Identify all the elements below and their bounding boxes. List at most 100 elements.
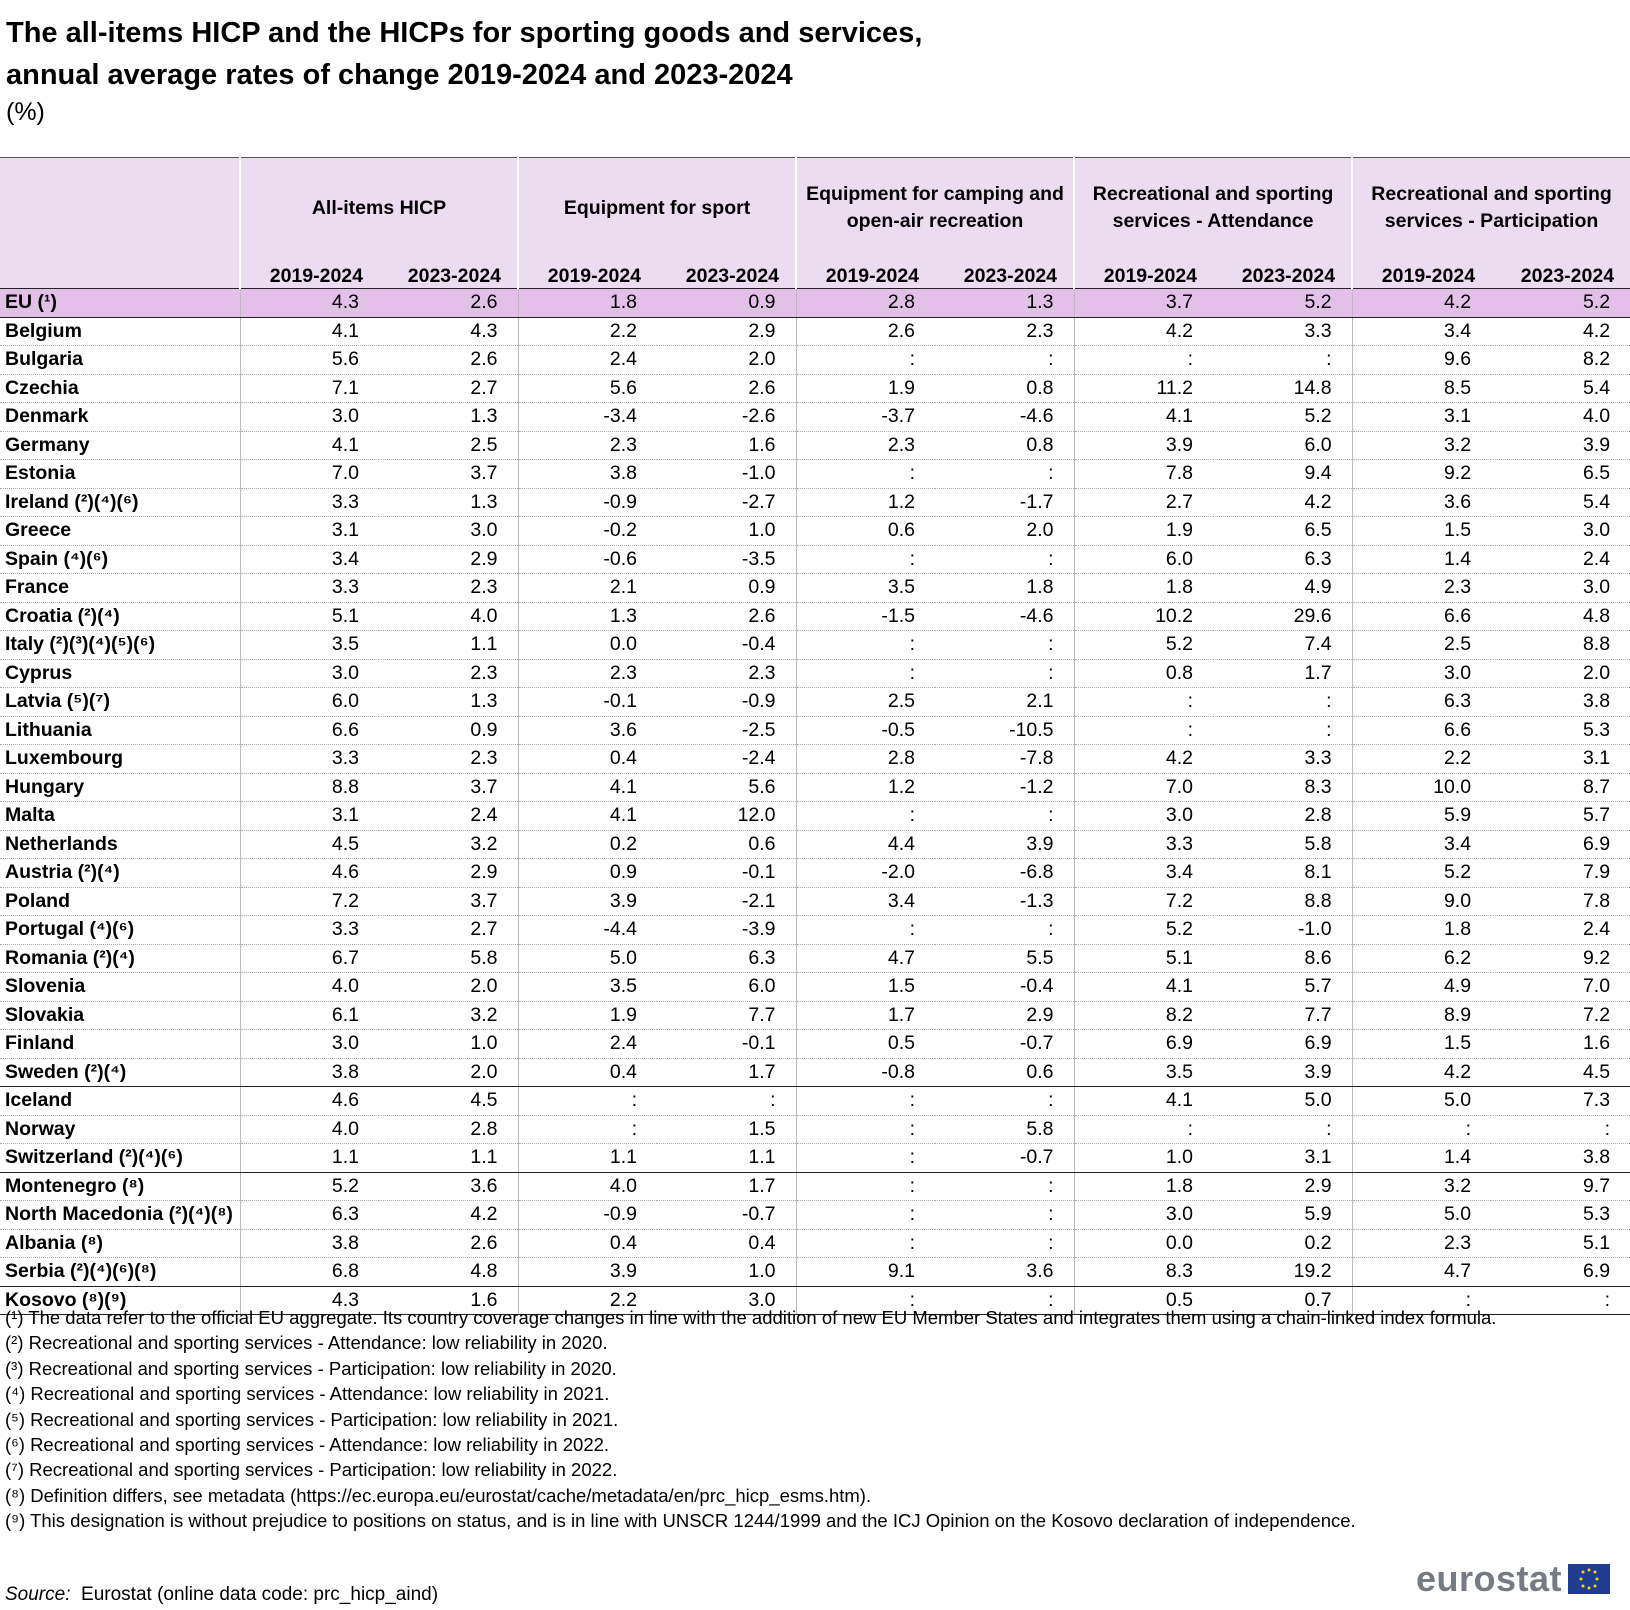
cell-value: 0.5 (1073, 1286, 1214, 1315)
cell-value: 3.6 (517, 716, 658, 745)
cell-value: 2.8 (1213, 801, 1353, 831)
cell-value: 2.4 (517, 1029, 658, 1059)
table-row: France 3.3 2.3 2.1 0.9 3.5 1.8 1.8 4.9 2.3 3.0 (0, 573, 1630, 603)
cell-value: 5.2 (1073, 630, 1214, 660)
cell-value: : (795, 1086, 936, 1116)
cell-value: -0.4 (935, 972, 1075, 1002)
cell-value: 2.5 (795, 687, 936, 717)
cell-value: : (795, 545, 936, 574)
cell-value: 2.6 (657, 374, 797, 403)
cell-value: 1.3 (517, 602, 658, 631)
cell-value: : (1213, 345, 1353, 375)
cell-value: 1.1 (657, 1143, 797, 1173)
cell-value: 1.8 (935, 573, 1075, 603)
row-label: North Macedonia (²)(⁴)(⁸) (0, 1200, 240, 1230)
cell-value: 29.6 (1213, 602, 1353, 631)
cell-value: : (1213, 716, 1353, 745)
cell-value: -2.5 (657, 716, 797, 745)
row-label: Bulgaria (0, 345, 240, 375)
cell-value: 2.2 (1351, 744, 1492, 774)
cell-value: 3.3 (1213, 744, 1353, 774)
cell-value: -3.4 (517, 402, 658, 432)
cell-value: 3.0 (379, 516, 519, 546)
cell-value: -0.9 (657, 687, 797, 717)
cell-value: : (1073, 716, 1214, 745)
cell-value: 0.2 (517, 830, 658, 859)
cell-value: 1.0 (379, 1029, 519, 1059)
cell-value: 0.7 (1213, 1286, 1353, 1315)
cell-value: 6.0 (239, 687, 379, 717)
cell-value: 1.7 (657, 1172, 797, 1201)
cell-value: 1.4 (1351, 545, 1492, 574)
cell-value: -7.8 (935, 744, 1075, 774)
period-header: 2019-2024 (517, 258, 658, 289)
cell-value: 1.6 (657, 431, 797, 460)
cell-value: 6.3 (657, 944, 797, 973)
cell-value: 7.0 (239, 459, 379, 489)
cell-value: 3.3 (1213, 317, 1353, 346)
logo: eurostat (1416, 1558, 1610, 1600)
cell-value: 7.7 (657, 1001, 797, 1030)
cell-value: 2.8 (379, 1115, 519, 1144)
table-row: Ireland (²)(⁴)(⁶) 3.3 1.3 -0.9 -2.7 1.2 -1.7 2.… (0, 488, 1630, 517)
cell-value: 3.0 (657, 1286, 797, 1315)
cell-value: 5.1 (239, 602, 379, 631)
footnote: (⁵) Recreational and sporting services -… (5, 1408, 619, 1430)
cell-value: : (1351, 1286, 1492, 1315)
row-label: France (0, 573, 240, 603)
cell-value: 2.0 (379, 1058, 519, 1087)
cell-value: 1.1 (517, 1143, 658, 1173)
cell-value: 3.1 (239, 801, 379, 831)
cell-value: -1.2 (935, 773, 1075, 802)
table-row: Greece 3.1 3.0 -0.2 1.0 0.6 2.0 1.9 6.5 1.5 3.0 (0, 516, 1630, 546)
cell-value: 3.6 (1351, 488, 1492, 517)
cell-value: -0.4 (657, 630, 797, 660)
cell-value: 5.4 (1491, 374, 1630, 403)
cell-value: 5.9 (1213, 1200, 1353, 1230)
table-row: EU (¹) 4.3 2.6 1.8 0.9 2.8 1.3 3.7 5.2 4.2 5.2 (0, 288, 1630, 318)
cell-value: 1.1 (379, 1143, 519, 1173)
cell-value: 2.9 (1213, 1172, 1353, 1201)
cell-value: 6.0 (1213, 431, 1353, 460)
cell-value: 3.0 (239, 659, 379, 688)
cell-value: 1.5 (1351, 516, 1492, 546)
cell-value: 2.4 (1491, 915, 1630, 945)
cell-value: 3.0 (1073, 801, 1214, 831)
cell-value: 5.2 (1213, 402, 1353, 432)
cell-value: : (795, 1286, 936, 1315)
cell-value: 3.1 (1351, 402, 1492, 432)
cell-value: 3.7 (379, 459, 519, 489)
cell-value: 6.0 (1073, 545, 1214, 574)
cell-value: 6.3 (239, 1200, 379, 1230)
cell-value: 5.0 (1351, 1086, 1492, 1116)
cell-value: : (1491, 1115, 1630, 1144)
row-label: Montenegro (⁸) (0, 1172, 240, 1201)
cell-value: 10.2 (1073, 602, 1214, 631)
cell-value: 5.8 (379, 944, 519, 973)
row-label: Denmark (0, 402, 240, 432)
cell-value: 7.7 (1213, 1001, 1353, 1030)
cell-value: 4.2 (1351, 1058, 1492, 1087)
cell-value: 4.6 (239, 858, 379, 888)
table-row: Denmark 3.0 1.3 -3.4 -2.6 -3.7 -4.6 4.1 5.2 3.1 4.… (0, 402, 1630, 432)
cell-value: : (795, 459, 936, 489)
table-row: Spain (⁴)(⁶) 3.4 2.9 -0.6 -3.5::6.0 6.3 1.4 2.4 (0, 545, 1630, 574)
cell-value: 5.7 (1491, 801, 1630, 831)
cell-value: 4.2 (1351, 288, 1492, 318)
cell-value: 0.8 (1073, 659, 1214, 688)
table-row: Finland 3.0 1.0 2.4 -0.1 0.5 -0.7 6.9 6.9 1.5 1.6 (0, 1029, 1630, 1059)
cell-value: -4.6 (935, 602, 1075, 631)
cell-value: 0.4 (517, 1058, 658, 1087)
cell-value: : (935, 345, 1075, 375)
logo-text: eurostat (1415, 1558, 1562, 1599)
cell-value: : (517, 1086, 658, 1116)
cell-value: 4.1 (1073, 972, 1214, 1002)
footnote: (⁷) Recreational and sporting services -… (5, 1459, 618, 1481)
cell-value: 2.4 (1491, 545, 1630, 574)
corner-cell (0, 157, 240, 289)
table-row: Norway 4.0 2.8:1.5:5.8:::: (0, 1115, 1630, 1144)
table-row: Italy (²)(³)(⁴)(⁵)(⁶) 3.5 1.1 0.0 -0.4::5.2 7… (0, 630, 1630, 660)
source-text: Eurostat (online data code: prc_hicp_ain… (81, 1584, 439, 1605)
footnote: (²) Recreational and sporting services -… (5, 1332, 608, 1354)
